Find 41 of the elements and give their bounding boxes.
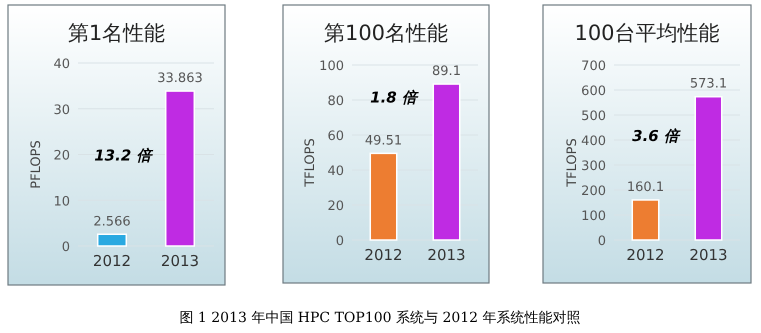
x-tick-label: 2013 bbox=[427, 246, 466, 264]
annotation: 3.6 倍 bbox=[632, 127, 681, 145]
data-label: 573.1 bbox=[690, 76, 728, 92]
x-tick-label: 2013 bbox=[689, 246, 728, 264]
data-label: 2.566 bbox=[93, 214, 131, 230]
y-tick-label: 0 bbox=[62, 240, 70, 255]
y-tick-label: 100 bbox=[581, 209, 606, 224]
data-label: 49.51 bbox=[364, 133, 402, 148]
y-tick-label: 600 bbox=[581, 84, 606, 99]
chart-title: 第100名性能 bbox=[324, 21, 448, 45]
y-tick-label: 10 bbox=[53, 194, 70, 210]
y-tick-label: 100 bbox=[319, 59, 344, 74]
annotation: 1.8 倍 bbox=[370, 88, 419, 106]
y-tick-label: 80 bbox=[327, 94, 344, 109]
data-label: 89.1 bbox=[432, 64, 461, 80]
annotation: 13.2 倍 bbox=[94, 146, 154, 164]
y-tick-label: 0 bbox=[598, 234, 606, 249]
y-tick-label: 500 bbox=[581, 109, 606, 124]
y-tick-label: 700 bbox=[581, 59, 606, 74]
x-tick-label: 2012 bbox=[92, 252, 132, 270]
x-tick-label: 2012 bbox=[626, 246, 665, 264]
data-label: 160.1 bbox=[626, 180, 664, 195]
chart-title: 第1名性能 bbox=[68, 21, 166, 45]
y-axis-title: TFLOPS bbox=[565, 138, 580, 188]
data-label: 33.863 bbox=[157, 71, 203, 86]
y-tick-label: 40 bbox=[327, 164, 344, 179]
chart-title: 100台平均性能 bbox=[574, 21, 720, 45]
y-tick-label: 300 bbox=[581, 159, 606, 174]
y-tick-label: 20 bbox=[327, 199, 344, 214]
y-tick-label: 40 bbox=[53, 57, 70, 72]
x-tick-label: 2013 bbox=[160, 252, 200, 270]
y-tick-label: 200 bbox=[581, 184, 606, 199]
caption: 图 1 2013 年中国 HPC TOP100 系统与 2012 年系统性能对照 bbox=[179, 310, 581, 326]
x-tick-label: 2012 bbox=[364, 246, 403, 264]
y-tick-label: 400 bbox=[581, 134, 606, 149]
y-tick-label: 0 bbox=[336, 234, 344, 249]
y-tick-label: 30 bbox=[53, 102, 70, 118]
y-axis-title: PFLOPS bbox=[29, 140, 44, 189]
y-tick-label: 60 bbox=[327, 129, 344, 144]
y-tick-label: 20 bbox=[53, 148, 70, 164]
y-axis-title: TFLOPS bbox=[303, 138, 318, 188]
